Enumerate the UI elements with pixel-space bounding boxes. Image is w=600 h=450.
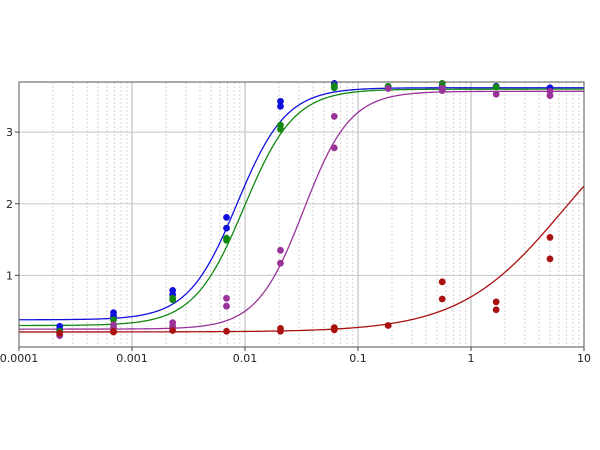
data-point-series-3 — [330, 144, 338, 152]
data-point-series-3 — [492, 90, 500, 98]
plot-frame — [18, 81, 585, 348]
data-point-series-3 — [223, 294, 230, 302]
data-point-series-4 — [110, 328, 117, 336]
data-point-series-4 — [438, 278, 446, 286]
data-point-series-4 — [492, 298, 500, 306]
data-point-series-4 — [330, 326, 338, 334]
x-tick-label: 0.001 — [116, 352, 148, 365]
data-point-series-4 — [223, 327, 230, 335]
data-point-series-1 — [223, 213, 230, 221]
y-tick-label: 3 — [6, 126, 13, 139]
data-point-series-2 — [223, 236, 230, 244]
x-tick-label: 0.01 — [233, 352, 258, 365]
data-point-series-3 — [546, 92, 554, 100]
data-point-series-4 — [546, 234, 554, 241]
axes: 0.0001 0.001 0.01 0.1 1 10 1 2 3 — [0, 126, 591, 365]
data-point-series-3 — [277, 259, 284, 267]
data-point-series-2 — [169, 296, 177, 304]
data-point-series-2 — [277, 125, 284, 133]
y-tick-label: 1 — [6, 269, 13, 282]
data-point-series-4 — [384, 322, 392, 329]
data-point-series-1 — [277, 102, 284, 110]
data-point-series-4 — [492, 306, 500, 314]
data-points — [56, 80, 554, 339]
data-point-series-1 — [223, 224, 230, 232]
data-point-series-2 — [330, 84, 338, 92]
x-tick-label: 0.0001 — [0, 352, 38, 365]
x-tick-label: 0.1 — [349, 352, 367, 365]
data-point-series-3 — [330, 112, 338, 120]
data-point-series-4 — [56, 329, 64, 337]
data-point-series-4 — [277, 327, 284, 335]
x-tick-label: 10 — [577, 352, 591, 365]
data-point-series-3 — [277, 246, 284, 254]
data-point-series-1 — [277, 97, 284, 105]
data-point-series-4 — [438, 295, 446, 303]
x-tick-label: 1 — [468, 352, 475, 365]
grid-lines — [19, 82, 584, 347]
data-point-series-2 — [110, 316, 117, 324]
data-point-series-3 — [223, 302, 230, 310]
data-point-series-3 — [384, 85, 392, 92]
data-point-series-2 — [492, 83, 500, 91]
data-point-series-4 — [546, 255, 554, 263]
data-point-series-3 — [438, 85, 446, 92]
data-point-series-4 — [169, 327, 177, 334]
y-tick-label: 2 — [6, 198, 13, 211]
